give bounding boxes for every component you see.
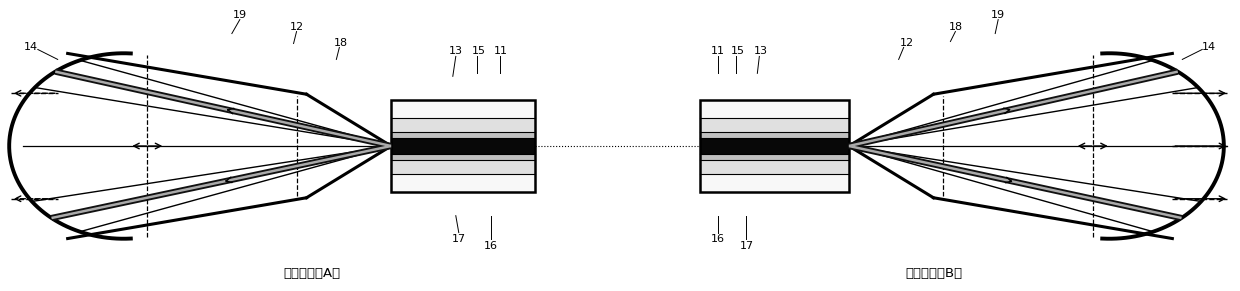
Bar <box>391 160 536 174</box>
Text: 第一端帽（A）: 第一端帽（A） <box>283 267 340 280</box>
Text: 16: 16 <box>484 241 497 251</box>
Text: 15: 15 <box>730 47 744 56</box>
Bar <box>699 100 849 118</box>
Bar <box>391 174 536 192</box>
Text: 19: 19 <box>233 10 247 19</box>
Text: 13: 13 <box>754 47 769 56</box>
Text: 18: 18 <box>949 22 962 31</box>
Bar <box>699 132 849 138</box>
Bar <box>699 100 849 192</box>
Bar <box>391 100 536 192</box>
Text: 19: 19 <box>991 10 1006 19</box>
Bar <box>391 138 536 154</box>
Text: 14: 14 <box>24 42 38 52</box>
Bar <box>699 138 849 154</box>
Text: 18: 18 <box>335 38 348 49</box>
Text: 17: 17 <box>451 234 466 244</box>
Bar <box>699 174 849 192</box>
Bar <box>699 154 849 160</box>
Bar <box>391 132 536 138</box>
Text: 12: 12 <box>289 22 304 31</box>
Bar <box>699 160 849 174</box>
Text: 17: 17 <box>740 241 754 251</box>
Text: 12: 12 <box>899 38 914 49</box>
Bar <box>391 100 536 118</box>
Text: 13: 13 <box>449 47 463 56</box>
Text: 16: 16 <box>711 234 724 244</box>
Text: 11: 11 <box>494 47 507 56</box>
Text: 15: 15 <box>471 47 486 56</box>
Bar <box>391 118 536 132</box>
Text: 14: 14 <box>1202 42 1216 52</box>
Text: 第二端帽（B）: 第二端帽（B） <box>905 267 962 280</box>
Bar <box>391 154 536 160</box>
Bar <box>699 118 849 132</box>
Text: 11: 11 <box>711 47 724 56</box>
